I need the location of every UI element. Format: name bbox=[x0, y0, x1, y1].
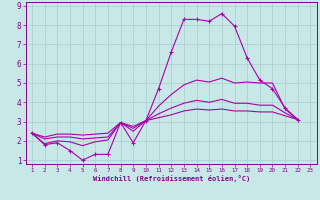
X-axis label: Windchill (Refroidissement éolien,°C): Windchill (Refroidissement éolien,°C) bbox=[92, 175, 250, 182]
